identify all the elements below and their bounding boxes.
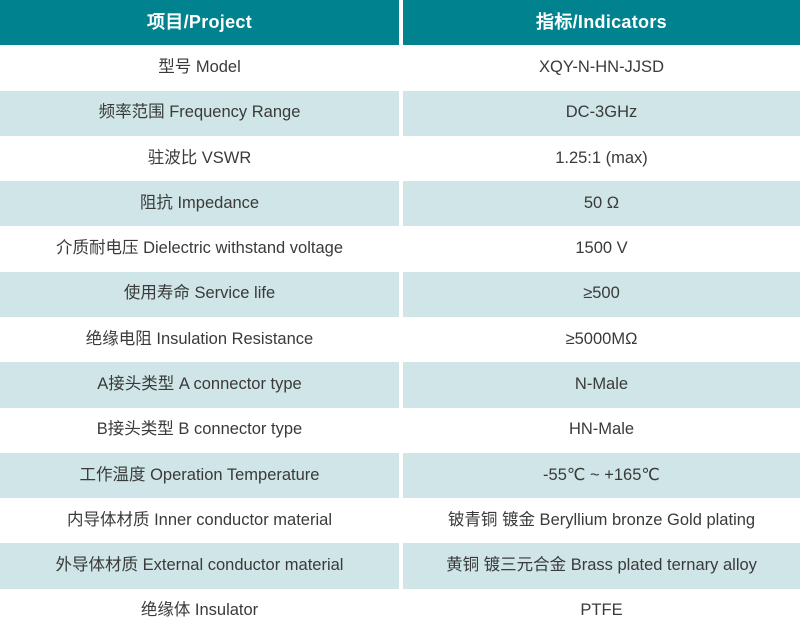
table-row: 使用寿命 Service life ≥500 <box>0 271 800 317</box>
table-row: 工作温度 Operation Temperature -55℃ ~ +165℃ <box>0 452 800 499</box>
indicator-cell: 50 Ω <box>403 181 800 227</box>
column-divider <box>399 362 403 408</box>
column-divider <box>399 543 403 589</box>
table-row: 绝缘体 Insulator PTFE <box>0 588 800 634</box>
table-row: 绝缘电阻 Insulation Resistance ≥5000MΩ <box>0 316 800 363</box>
table-row: 频率范围 Frequency Range DC-3GHz <box>0 90 800 136</box>
project-cell: 内导体材质 Inner conductor material <box>0 498 399 544</box>
column-divider <box>399 45 403 91</box>
indicator-cell: DC-3GHz <box>403 90 800 136</box>
header-project-cell: 项目/Project <box>0 0 399 46</box>
indicator-cell: 黄铜 镀三元合金 Brass plated ternary alloy <box>403 543 800 589</box>
column-divider <box>399 135 403 182</box>
project-cell: 驻波比 VSWR <box>0 135 399 182</box>
indicator-cell: ≥5000MΩ <box>403 316 800 363</box>
indicator-cell: N-Male <box>403 362 800 408</box>
project-cell: 外导体材质 External conductor material <box>0 543 399 589</box>
project-cell: 绝缘电阻 Insulation Resistance <box>0 316 399 363</box>
table-header-row: 项目/Project 指标/Indicators <box>0 0 800 46</box>
indicator-cell: PTFE <box>403 588 800 634</box>
table-row: 外导体材质 External conductor material 黄铜 镀三元… <box>0 543 800 589</box>
table-row: 阻抗 Impedance 50 Ω <box>0 181 800 227</box>
table-row: 内导体材质 Inner conductor material 铍青铜 镀金 Be… <box>0 498 800 544</box>
indicator-cell: 1.25:1 (max) <box>403 135 800 182</box>
indicator-cell: ≥500 <box>403 271 800 317</box>
table-row: 介质耐电压 Dielectric withstand voltage 1500 … <box>0 226 800 272</box>
project-cell: 阻抗 Impedance <box>0 181 399 227</box>
column-divider <box>399 90 403 136</box>
column-divider <box>399 226 403 272</box>
project-cell: B接头类型 B connector type <box>0 407 399 453</box>
table-row: B接头类型 B connector type HN-Male <box>0 407 800 453</box>
column-divider <box>399 316 403 363</box>
column-divider <box>399 271 403 317</box>
indicator-cell: 铍青铜 镀金 Beryllium bronze Gold plating <box>403 498 800 544</box>
project-cell: 使用寿命 Service life <box>0 271 399 317</box>
indicator-cell: -55℃ ~ +165℃ <box>403 452 800 499</box>
project-cell: 介质耐电压 Dielectric withstand voltage <box>0 226 399 272</box>
indicator-cell: HN-Male <box>403 407 800 453</box>
column-divider <box>399 0 403 46</box>
project-cell: 绝缘体 Insulator <box>0 588 399 634</box>
column-divider <box>399 452 403 499</box>
column-divider <box>399 498 403 544</box>
project-cell: 型号 Model <box>0 45 399 91</box>
table-row: A接头类型 A connector type N-Male <box>0 362 800 408</box>
project-cell: A接头类型 A connector type <box>0 362 399 408</box>
indicator-cell: XQY-N-HN-JJSD <box>403 45 800 91</box>
project-cell: 频率范围 Frequency Range <box>0 90 399 136</box>
table-row: 型号 Model XQY-N-HN-JJSD <box>0 45 800 91</box>
column-divider <box>399 407 403 453</box>
column-divider <box>399 588 403 634</box>
project-cell: 工作温度 Operation Temperature <box>0 452 399 499</box>
header-indicators-cell: 指标/Indicators <box>403 0 800 46</box>
indicator-cell: 1500 V <box>403 226 800 272</box>
column-divider <box>399 181 403 227</box>
table-row: 驻波比 VSWR 1.25:1 (max) <box>0 135 800 182</box>
